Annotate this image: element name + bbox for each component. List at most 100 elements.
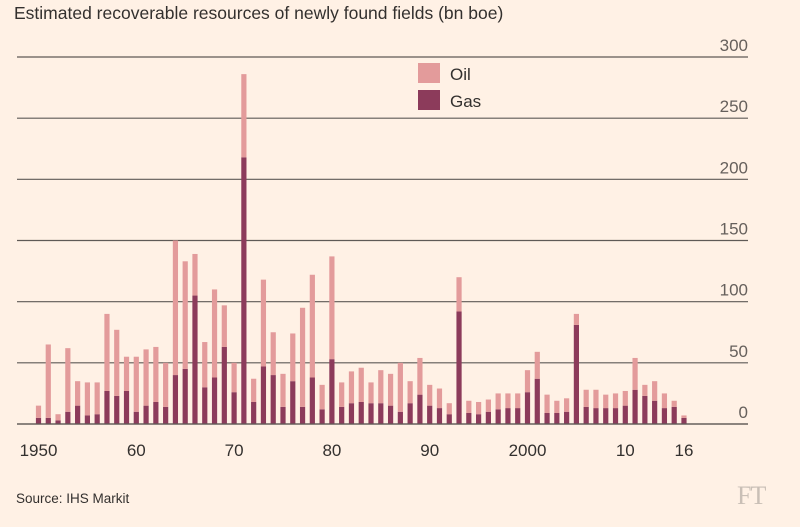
- bar-gas-2007: [593, 408, 599, 424]
- bar-oil-1977: [299, 307, 306, 407]
- legend-swatch-gas: [418, 90, 440, 110]
- bar-gas-1970: [231, 392, 237, 424]
- bar-oil-1984: [368, 382, 374, 404]
- bar-gas-1985: [378, 403, 384, 424]
- bar-gas-1973: [260, 366, 267, 424]
- bar-gas-2016: [681, 417, 687, 424]
- bar-gas-2003: [554, 412, 560, 424]
- bar-oil-2003: [554, 400, 560, 413]
- bar-oil-1951: [45, 344, 51, 418]
- legend-label-oil: Oil: [450, 65, 471, 84]
- bar-oil-1960: [133, 356, 139, 412]
- bar-oil-2015: [671, 400, 677, 407]
- bar-oil-1976: [290, 333, 296, 382]
- x-tick-label: 60: [127, 441, 146, 460]
- bar-oil-1985: [378, 370, 384, 404]
- y-tick-label: 200: [720, 158, 748, 177]
- bar-gas-1960: [133, 411, 139, 424]
- bar-oil-1973: [260, 279, 267, 367]
- bar-oil-1981: [339, 382, 345, 407]
- bar-oil-1950: [35, 405, 42, 418]
- bar-oil-1978: [309, 274, 315, 378]
- bar-gas-1965: [182, 368, 188, 424]
- bar-gas-1982: [348, 403, 355, 424]
- bar-gas-1975: [280, 406, 286, 424]
- bar-oil-1992: [446, 403, 452, 415]
- bar-oil-1988: [407, 381, 413, 404]
- bar-oil-1997: [495, 393, 501, 410]
- bar-gas-2009: [612, 408, 619, 424]
- bar-gas-1964: [172, 375, 179, 424]
- bar-oil-2010: [622, 390, 628, 406]
- bar-gas-2006: [583, 406, 589, 424]
- bar-gas-2000: [524, 392, 531, 424]
- bar-gas-1956: [94, 414, 100, 424]
- bar-gas-1986: [387, 405, 394, 424]
- bar-oil-2009: [612, 393, 619, 409]
- bar-gas-1955: [84, 415, 90, 424]
- bar-gas-1950: [35, 417, 42, 424]
- legend-swatch-oil: [418, 63, 440, 83]
- bar-gas-1957: [104, 390, 110, 424]
- bar-oil-1996: [485, 399, 491, 412]
- bar-oil-1961: [143, 349, 149, 406]
- bar-oil-1959: [123, 356, 130, 391]
- bar-oil-1965: [182, 261, 188, 369]
- bar-gas-1999: [515, 408, 521, 424]
- bar-gas-1987: [397, 411, 403, 424]
- bar-gas-2004: [564, 411, 570, 424]
- bar-oil-1956: [94, 382, 100, 415]
- bar-oil-1955: [84, 382, 90, 416]
- bar-oil-1966: [192, 253, 198, 296]
- bar-oil-1974: [270, 332, 276, 376]
- bar-gas-1974: [270, 375, 276, 424]
- bar-gas-1953: [65, 411, 71, 424]
- bar-gas-1951: [45, 417, 51, 424]
- bar-gas-1995: [476, 414, 482, 424]
- bar-gas-1963: [163, 406, 169, 424]
- bar-gas-2005: [573, 324, 579, 424]
- bar-oil-2008: [603, 394, 609, 409]
- bar-gas-1958: [114, 395, 120, 424]
- bar-gas-1981: [339, 406, 345, 424]
- bar-oil-1998: [505, 393, 511, 409]
- bar-gas-2015: [671, 406, 677, 424]
- bar-oil-1993: [456, 277, 462, 312]
- bar-oil-1999: [515, 393, 521, 409]
- bar-gas-1984: [368, 403, 374, 424]
- x-tick-label: 80: [322, 441, 341, 460]
- x-tick-label: 2000: [509, 441, 547, 460]
- bar-oil-1989: [417, 357, 423, 395]
- bar-gas-1998: [505, 408, 511, 424]
- bar-oil-1953: [65, 348, 71, 412]
- bar-gas-1989: [417, 394, 423, 424]
- bar-oil-1990: [427, 384, 433, 406]
- bar-oil-1991: [436, 388, 443, 409]
- bar-oil-1957: [104, 313, 110, 391]
- bar-gas-1967: [202, 387, 208, 424]
- bar-oil-1975: [280, 373, 286, 407]
- bar-oil-1980: [329, 256, 335, 360]
- bar-gas-1968: [211, 377, 218, 424]
- x-tick-label: 1950: [20, 441, 58, 460]
- bar-oil-1970: [231, 362, 237, 393]
- bar-oil-1954: [75, 381, 81, 406]
- bar-gas-1979: [319, 409, 325, 424]
- bar-gas-2008: [603, 408, 609, 424]
- x-tick-label: 16: [675, 441, 694, 460]
- bar-oil-2007: [593, 389, 599, 409]
- bar-oil-2006: [583, 389, 589, 407]
- bar-gas-2002: [544, 412, 550, 424]
- bar-oil-2000: [524, 370, 531, 393]
- bar-gas-1978: [309, 377, 315, 424]
- y-tick-label: 100: [720, 281, 748, 300]
- bar-gas-1962: [153, 401, 159, 424]
- bar-oil-1963: [163, 362, 169, 407]
- bar-oil-1969: [221, 305, 227, 347]
- source-note: Source: IHS Markit: [16, 491, 130, 506]
- y-tick-label: 250: [720, 97, 748, 116]
- bar-oil-1968: [211, 289, 218, 378]
- bar-gas-1993: [456, 311, 462, 424]
- bars: [35, 74, 687, 424]
